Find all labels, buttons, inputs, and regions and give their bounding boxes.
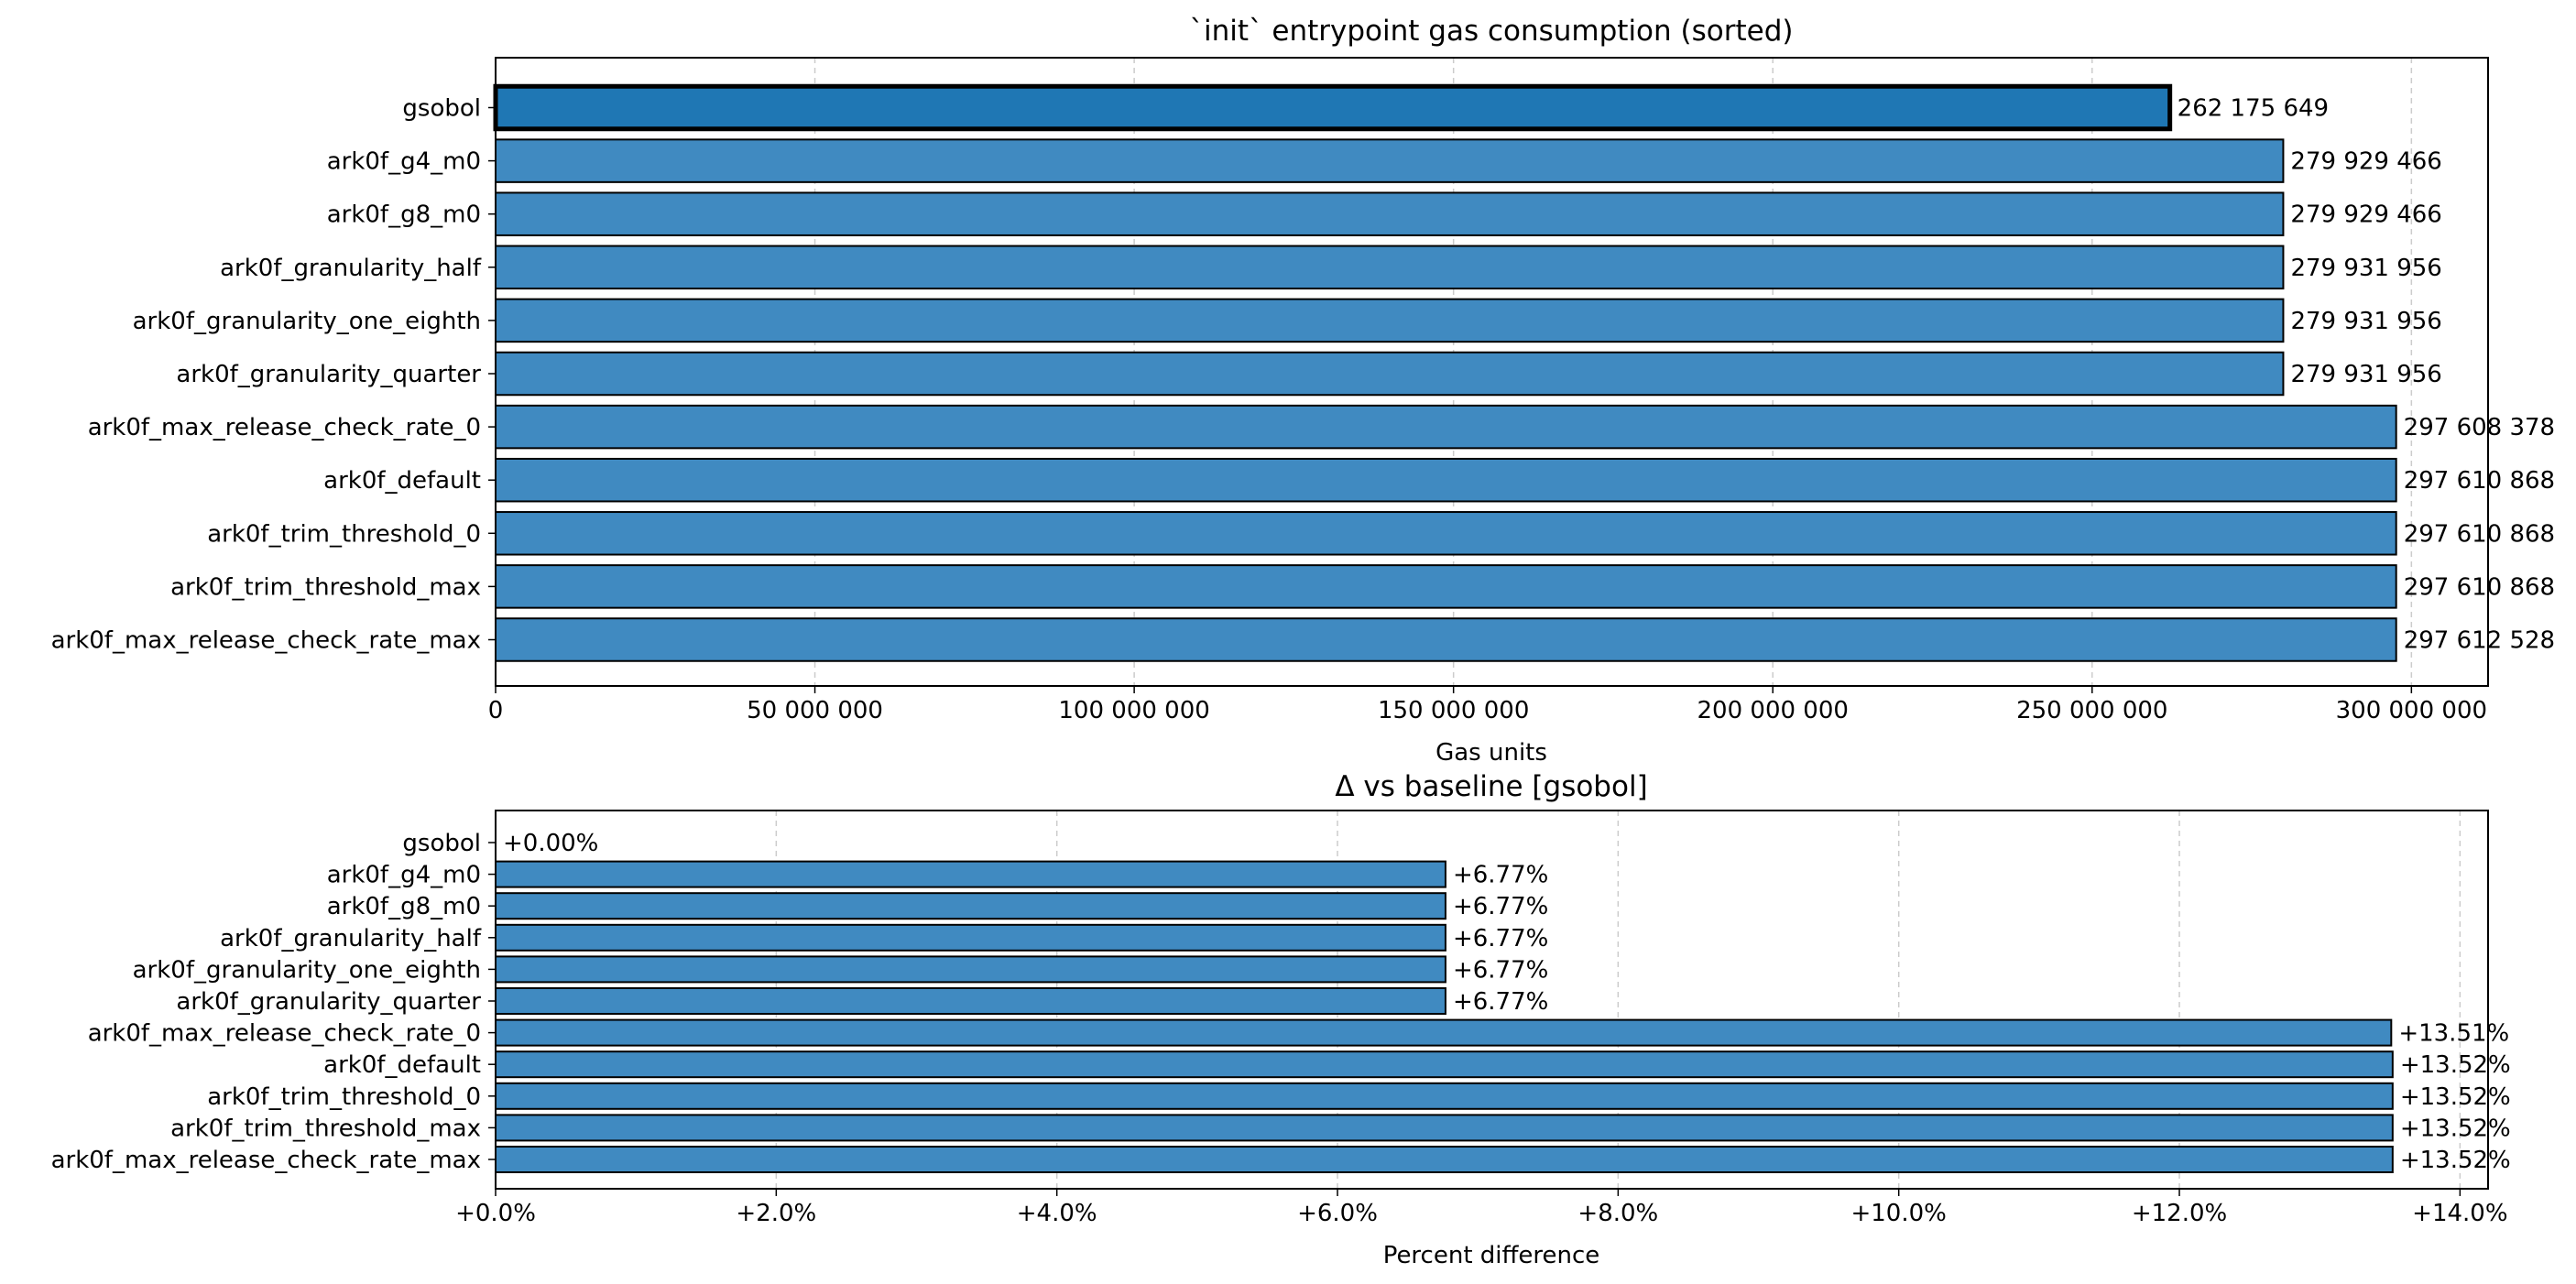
- x-tick-label: +6.0%: [1297, 1200, 1378, 1227]
- x-tick-label: +12.0%: [2132, 1200, 2227, 1227]
- x-tick-label: 0: [488, 697, 504, 724]
- bar: [495, 987, 1446, 1015]
- data-label: 279 931 956: [2290, 308, 2441, 335]
- bar: [495, 245, 2285, 290]
- bar: [495, 1018, 2393, 1047]
- data-label: 262 175 649: [2178, 95, 2329, 123]
- bar: [495, 1146, 2394, 1173]
- y-tick-label: ark0f_granularity_one_eighth: [133, 308, 481, 335]
- data-label: +13.52%: [2400, 1115, 2511, 1142]
- x-axis-label: Gas units: [1435, 739, 1547, 767]
- x-tick-label: +0.0%: [455, 1200, 536, 1227]
- plot-frame: [495, 57, 2489, 687]
- x-tick-label: 300 000 000: [2336, 697, 2487, 724]
- y-tick-label: ark0f_max_release_check_rate_0: [88, 414, 481, 441]
- data-label: 279 929 466: [2290, 201, 2441, 229]
- x-tick-label: +10.0%: [1850, 1200, 1946, 1227]
- y-tick-label: ark0f_max_release_check_rate_max: [51, 627, 481, 655]
- bar: [495, 457, 2397, 503]
- bar: [495, 404, 2397, 450]
- x-tick-label: 150 000 000: [1378, 697, 1529, 724]
- y-tick-label: ark0f_default: [323, 467, 481, 495]
- data-label: 279 929 466: [2290, 148, 2441, 176]
- data-label: 279 931 956: [2290, 255, 2441, 282]
- data-label: 297 612 528: [2404, 627, 2555, 655]
- y-tick-label: ark0f_max_release_check_rate_max: [51, 1147, 481, 1174]
- y-tick-label: gsobol: [402, 95, 481, 123]
- bar: [495, 564, 2397, 609]
- y-tick-label: ark0f_granularity_quarter: [176, 361, 481, 388]
- data-label: +6.77%: [1453, 925, 1548, 952]
- data-label: 297 610 868: [2404, 520, 2555, 548]
- data-label: +13.52%: [2400, 1147, 2511, 1174]
- y-tick-label: ark0f_trim_threshold_0: [207, 1083, 481, 1111]
- x-tick-label: +4.0%: [1017, 1200, 1097, 1227]
- x-axis-label: Percent difference: [1383, 1242, 1600, 1269]
- chart-delta-vs-baseline: Δ vs baseline [gsobol] gsobol ark0f_g4_m0…: [51, 770, 2511, 1269]
- bar: [495, 617, 2397, 662]
- bar: [495, 191, 2285, 236]
- data-label: 279 931 956: [2290, 361, 2441, 388]
- y-tick-label: ark0f_max_release_check_rate_0: [88, 1020, 481, 1048]
- data-label: +6.77%: [1453, 893, 1548, 920]
- y-tick-label: ark0f_g8_m0: [327, 201, 481, 229]
- y-axis-ticks: gsobol ark0f_g4_m0 ark0f_g8_m0 ark0f_granul…: [51, 830, 496, 1174]
- x-tick-label: +8.0%: [1577, 1200, 1658, 1227]
- data-label: +13.52%: [2400, 1051, 2511, 1079]
- y-tick-label: ark0f_g8_m0: [327, 893, 481, 920]
- bar-series: [495, 860, 2394, 1173]
- chart-title: Δ vs baseline [gsobol]: [1335, 770, 1647, 803]
- x-tick-label: +14.0%: [2412, 1200, 2507, 1227]
- bar: [495, 1082, 2394, 1110]
- x-tick-label: 200 000 000: [1697, 697, 1849, 724]
- data-label: +6.77%: [1453, 862, 1548, 889]
- x-axis-ticks: +0.0% +2.0% +4.0% +6.0% +8.0% +10.0% +12.0% +14…: [455, 1189, 2508, 1227]
- bar: [495, 1050, 2394, 1079]
- bar: [495, 511, 2397, 556]
- y-tick-label: ark0f_granularity_half: [220, 255, 482, 282]
- bar: [495, 955, 1446, 984]
- chart-title: `init` entrypoint gas consumption (sorte…: [1190, 15, 1794, 48]
- bar: [493, 83, 2173, 132]
- data-label: +13.51%: [2398, 1020, 2509, 1048]
- x-tick-label: +2.0%: [736, 1200, 816, 1227]
- data-label: +0.00%: [503, 830, 598, 857]
- y-tick-label: ark0f_trim_threshold_0: [207, 520, 481, 548]
- y-tick-label: ark0f_granularity_half: [220, 925, 482, 952]
- data-label: 297 610 868: [2404, 467, 2555, 495]
- y-tick-label: ark0f_g4_m0: [327, 862, 481, 889]
- chart-gas-consumption: `init` entrypoint gas consumption (sorte…: [51, 15, 2556, 767]
- y-tick-label: ark0f_default: [323, 1051, 481, 1079]
- value-labels: 262 175 649 279 929 466 279 929 466 279 931…: [2178, 95, 2555, 655]
- x-tick-label: 100 000 000: [1058, 697, 1209, 724]
- bar: [495, 298, 2285, 343]
- y-tick-label: ark0f_trim_threshold_max: [170, 573, 481, 601]
- bar: [495, 860, 1446, 888]
- data-label: 297 610 868: [2404, 573, 2555, 601]
- y-tick-label: ark0f_granularity_quarter: [176, 988, 481, 1016]
- y-tick-label: ark0f_granularity_one_eighth: [133, 956, 481, 984]
- value-labels: +0.00% +6.77% +6.77% +6.77% +6.77% +6.77% +13.…: [503, 830, 2511, 1174]
- bar: [495, 892, 1446, 920]
- y-tick-label: ark0f_trim_threshold_max: [170, 1115, 481, 1142]
- x-tick-label: 250 000 000: [2016, 697, 2167, 724]
- x-tick-label: 50 000 000: [747, 697, 883, 724]
- bar: [495, 923, 1446, 952]
- bar: [495, 1114, 2394, 1142]
- y-axis-ticks: gsobol ark0f_g4_m0 ark0f_g8_m0 ark0f_granul…: [51, 95, 496, 655]
- data-label: +6.77%: [1453, 956, 1548, 984]
- data-label: 297 608 378: [2404, 414, 2555, 441]
- data-label: +13.52%: [2400, 1083, 2511, 1111]
- bar: [495, 351, 2285, 397]
- y-tick-label: gsobol: [402, 830, 481, 857]
- x-axis-ticks: 0 50 000 000 100 000 000 150 000 000 200 000…: [488, 686, 2487, 724]
- data-label: +6.77%: [1453, 988, 1548, 1016]
- y-tick-label: ark0f_g4_m0: [327, 148, 481, 176]
- plot-frame: [495, 810, 2489, 1190]
- bar: [495, 138, 2285, 183]
- bar-series: [493, 83, 2397, 662]
